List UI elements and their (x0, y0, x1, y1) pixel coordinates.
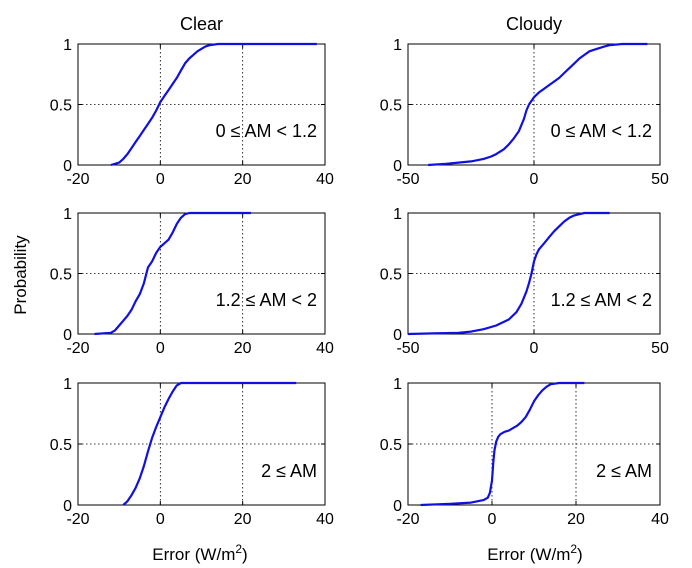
y-tick-label: 0 (63, 327, 72, 344)
x-tick-label: 50 (651, 340, 669, 357)
figure-xlabel-right: Error (W/m2) (487, 542, 582, 564)
y-tick-label: 0.5 (50, 267, 72, 284)
x-tick-label: 40 (316, 171, 334, 188)
x-tick-label: 0 (156, 171, 165, 188)
am-range-annotation: 0 ≤ AM < 1.2 (551, 121, 652, 141)
x-tick-label: 0 (156, 340, 165, 357)
y-tick-label: 0.5 (380, 98, 402, 115)
x-tick-label: 20 (234, 511, 252, 528)
y-tick-label: 0.5 (380, 267, 402, 284)
x-tick-label: 40 (316, 511, 334, 528)
y-tick-label: 1 (63, 376, 72, 393)
x-tick-label: -20 (396, 511, 419, 528)
y-tick-label: 0 (63, 498, 72, 515)
y-tick-label: 0.5 (50, 98, 72, 115)
y-tick-label: 0 (63, 158, 72, 175)
y-tick-label: 1 (393, 206, 402, 223)
cdf-line (420, 381, 585, 507)
am-range-annotation: 1.2 ≤ AM < 2 (216, 290, 317, 310)
panel-title: Cloudy (506, 14, 562, 34)
panel-title: Clear (180, 14, 223, 34)
cdf-line (122, 381, 297, 506)
y-tick-label: 1 (63, 206, 72, 223)
y-tick-label: 0 (393, 158, 402, 175)
x-tick-label: 40 (651, 511, 669, 528)
x-tick-label: -50 (396, 340, 419, 357)
x-tick-label: 20 (234, 171, 252, 188)
x-tick-label: -20 (66, 340, 89, 357)
x-tick-label: 0 (530, 171, 539, 188)
cdf-line (428, 42, 648, 167)
cdf-line (94, 211, 251, 336)
y-tick-label: 0 (393, 327, 402, 344)
x-tick-label: -50 (396, 171, 419, 188)
am-range-annotation: 2 ≤ AM (596, 461, 652, 481)
y-tick-label: 1 (393, 376, 402, 393)
am-range-annotation: 1.2 ≤ AM < 2 (551, 290, 652, 310)
am-range-annotation: 2 ≤ AM (261, 461, 317, 481)
x-tick-label: 20 (567, 511, 585, 528)
cdf-line (407, 211, 610, 336)
figure-xlabel-left: Error (W/m2) (152, 542, 247, 564)
x-tick-label: -20 (66, 511, 89, 528)
cdf-line (110, 42, 317, 167)
am-range-annotation: 0 ≤ AM < 1.2 (216, 121, 317, 141)
y-tick-label: 0.5 (380, 437, 402, 454)
x-tick-label: -20 (66, 171, 89, 188)
x-tick-label: 40 (316, 340, 334, 357)
x-tick-label: 0 (488, 511, 497, 528)
figure-ylabel: Probability (11, 235, 30, 315)
x-tick-label: 20 (234, 340, 252, 357)
y-tick-label: 1 (393, 37, 402, 54)
y-tick-label: 0 (393, 498, 402, 515)
y-tick-label: 0.5 (50, 437, 72, 454)
x-tick-label: 0 (530, 340, 539, 357)
x-tick-label: 0 (156, 511, 165, 528)
x-tick-label: 50 (651, 171, 669, 188)
y-tick-label: 1 (63, 37, 72, 54)
